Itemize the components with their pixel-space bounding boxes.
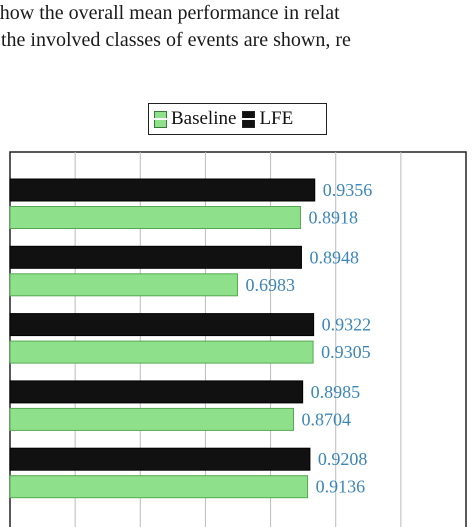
baseline-value-label-0: 0.8918 (308, 208, 358, 228)
baseline-bar-2 (9, 340, 314, 364)
baseline-value-label-1: 0.6983 (245, 275, 295, 295)
baseline-bar-4 (9, 475, 309, 499)
baseline-value-label-2: 0.9305 (321, 342, 371, 362)
figure-caption: show the overall mean performance in rel… (0, 0, 474, 54)
baseline-legend-label: Baseline (171, 108, 237, 129)
lfe-value-label-4: 0.9208 (318, 449, 368, 469)
baseline-value-label-4: 0.9136 (316, 477, 366, 497)
lfe-legend-label: LFE (259, 108, 294, 129)
lfe-bar-3 (9, 380, 304, 404)
baseline-bar-1 (9, 273, 238, 297)
baseline-value-label-3: 0.8704 (302, 409, 352, 429)
lfe-bar-1 (9, 245, 302, 269)
lfe-value-label-3: 0.8985 (311, 382, 361, 402)
lfe-bar-0 (9, 178, 316, 202)
caption-line-1: show the overall mean performance in rel… (0, 2, 340, 24)
baseline-bar-0 (9, 206, 301, 229)
baseline-legend-swatch (153, 110, 168, 128)
lfe-value-label-2: 0.9322 (322, 315, 372, 335)
chart-legend: Baseline LFE (148, 103, 327, 135)
lfe-bar-2 (9, 313, 315, 337)
caption-line-2: the involved classes of events are shown… (1, 29, 351, 51)
lfe-legend-swatch (241, 110, 257, 128)
baseline-bar-3 (9, 407, 295, 431)
lfe-bar-4 (9, 447, 311, 471)
lfe-value-label-0: 0.9356 (323, 180, 373, 200)
lfe-value-label-1: 0.8948 (309, 247, 359, 267)
